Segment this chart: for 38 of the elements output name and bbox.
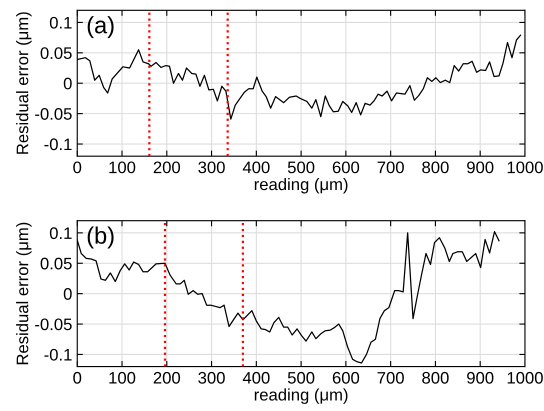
x-tick-label: 400 (242, 161, 270, 174)
x-tick-label: 300 (198, 372, 225, 384)
y-tick-label: -0.05 (35, 108, 72, 120)
x-tick-label: 1000 (508, 372, 543, 384)
y-tick-label: -0.1 (44, 348, 72, 361)
x-tick-label: 1000 (508, 161, 543, 174)
y-axis-title: Residual error (μm) (16, 222, 32, 364)
x-tick-label: 500 (288, 372, 314, 384)
y-tick-label: 0.05 (40, 47, 72, 60)
x-tick-label: 900 (467, 372, 494, 384)
annotation: (b) (88, 226, 114, 249)
y-tick-label: -0.05 (35, 318, 72, 330)
x-tick-label: 800 (422, 372, 449, 384)
y-tick-label: 0 (64, 78, 72, 90)
x-tick-label: 200 (154, 372, 180, 384)
x-tick-label: 100 (109, 161, 136, 174)
y-tick-label: 0.1 (50, 16, 72, 29)
annotation: (a) (88, 16, 114, 38)
x-tick-label: 600 (332, 372, 360, 384)
x-tick-label: 800 (422, 161, 449, 174)
x-tick-label: 400 (242, 372, 270, 384)
x-tick-label: 500 (288, 161, 314, 174)
x-tick-label: 600 (332, 161, 360, 174)
y-tick-label: 0 (64, 288, 72, 300)
y-tick-label: 0.05 (40, 258, 72, 270)
x-tick-label: 700 (378, 372, 404, 384)
x-axis-title: reading (μm) (254, 178, 348, 194)
y-tick-label: 0.1 (50, 227, 72, 240)
x-tick-label: 200 (154, 161, 180, 174)
x-tick-label: 100 (109, 372, 136, 384)
x-axis-title: reading (μm) (254, 388, 348, 404)
x-tick-label: 900 (467, 161, 494, 174)
y-axis-title: Residual error (μm) (16, 12, 32, 154)
x-tick-label: 700 (378, 161, 404, 174)
x-tick-label: 0 (73, 161, 82, 174)
y-tick-label: -0.1 (44, 138, 72, 150)
x-tick-label: 300 (198, 161, 225, 174)
x-tick-label: 0 (73, 372, 82, 384)
